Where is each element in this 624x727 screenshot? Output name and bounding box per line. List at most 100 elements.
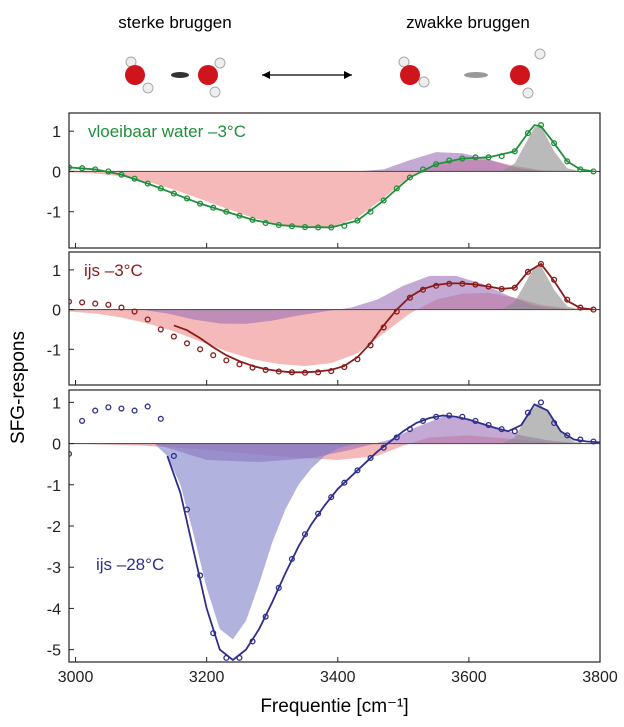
area: [501, 403, 587, 444]
data-point: [105, 168, 112, 175]
data-point: [301, 223, 309, 231]
data-point: [524, 268, 531, 275]
data-point: [590, 438, 597, 445]
data-point: [249, 216, 256, 223]
x-tick-label: 3000: [58, 669, 94, 686]
data-point: [433, 161, 440, 168]
plot-frame: [68, 112, 601, 249]
data-point: [537, 399, 545, 406]
data-point: [354, 467, 361, 474]
area: [69, 159, 594, 228]
x-tick-label: 3800: [582, 669, 618, 686]
data-point: [210, 630, 217, 637]
data-point: [315, 510, 322, 517]
data-point: [485, 421, 492, 429]
data-point: [498, 285, 505, 292]
data-point: [354, 217, 361, 224]
data-point: [551, 140, 558, 147]
data-point: [472, 417, 479, 424]
area: [501, 265, 581, 310]
data-point: [551, 276, 558, 283]
data-point: [79, 299, 86, 306]
data-point: [511, 284, 518, 291]
data-point: [223, 208, 230, 215]
y-axis-label: SFG-respons: [8, 331, 29, 444]
data-point: [92, 166, 99, 173]
data-point: [262, 219, 269, 227]
data-point: [288, 223, 295, 230]
plot-area: [69, 260, 600, 376]
data-point: [144, 316, 151, 323]
data-point: [79, 165, 86, 172]
data-point: [118, 304, 125, 311]
data-point: [249, 364, 256, 371]
data-point: [564, 296, 571, 303]
data-point: [301, 369, 309, 376]
data-point: [69, 450, 73, 457]
data-point: [367, 208, 374, 215]
data-point: [69, 298, 73, 305]
y-tick-label: 0: [52, 164, 61, 181]
y-tick-label: -1: [47, 342, 61, 359]
data-point: [511, 148, 518, 155]
data-point: [197, 200, 204, 207]
y-tick-label: 1: [52, 263, 61, 280]
data-point: [577, 436, 584, 443]
y-tick-label: 1: [52, 124, 61, 141]
data-point: [577, 304, 584, 311]
data-point: [170, 452, 177, 459]
data-point: [485, 154, 492, 161]
data-point: [197, 346, 204, 353]
data-point: [275, 221, 282, 229]
data-point: [341, 364, 348, 371]
data-point: [367, 454, 374, 462]
header-right: zwakke bruggen: [406, 13, 530, 32]
data-point: [131, 407, 138, 414]
data-point: [564, 158, 571, 165]
data-point: [236, 212, 243, 219]
data-point: [157, 185, 164, 192]
data-point: [236, 654, 243, 661]
y-tick-label: 1: [52, 395, 61, 412]
y-tick-label: -3: [47, 560, 61, 577]
panel-label: vloeibaar water –3°C: [88, 122, 246, 141]
data-point: [275, 368, 282, 375]
data-point: [564, 432, 571, 439]
data-point: [262, 366, 269, 373]
data-point: [459, 413, 466, 420]
data-point: [459, 155, 466, 162]
data-point: [354, 356, 361, 363]
data-point: [446, 280, 453, 287]
molecules: [125, 48, 546, 99]
data-point: [419, 417, 427, 424]
data-point: [459, 280, 466, 287]
data-point: [131, 308, 138, 315]
data-point: [170, 190, 177, 197]
y-tick-label: -5: [47, 643, 61, 660]
y-tick-label: 0: [52, 437, 61, 454]
area: [154, 443, 364, 640]
data-point: [157, 415, 164, 422]
data-point: [170, 333, 177, 340]
plot-area: [69, 399, 600, 662]
data-point: [262, 613, 269, 620]
area: [357, 152, 568, 172]
data-point: [380, 324, 387, 331]
data-point: [315, 369, 322, 376]
data-point: [446, 157, 453, 164]
data-point: [328, 368, 335, 375]
data-point: [210, 352, 217, 359]
data-point: [406, 174, 413, 181]
data-point: [69, 164, 73, 171]
data-point: [92, 300, 99, 307]
data-point: [131, 175, 138, 182]
data-point: [419, 166, 427, 173]
data-point: [577, 166, 584, 173]
data-point: [419, 286, 427, 293]
data-point: [511, 428, 518, 435]
data-point: [524, 130, 531, 137]
data-point: [341, 222, 348, 229]
data-point: [537, 260, 545, 267]
data-point: [367, 342, 374, 349]
